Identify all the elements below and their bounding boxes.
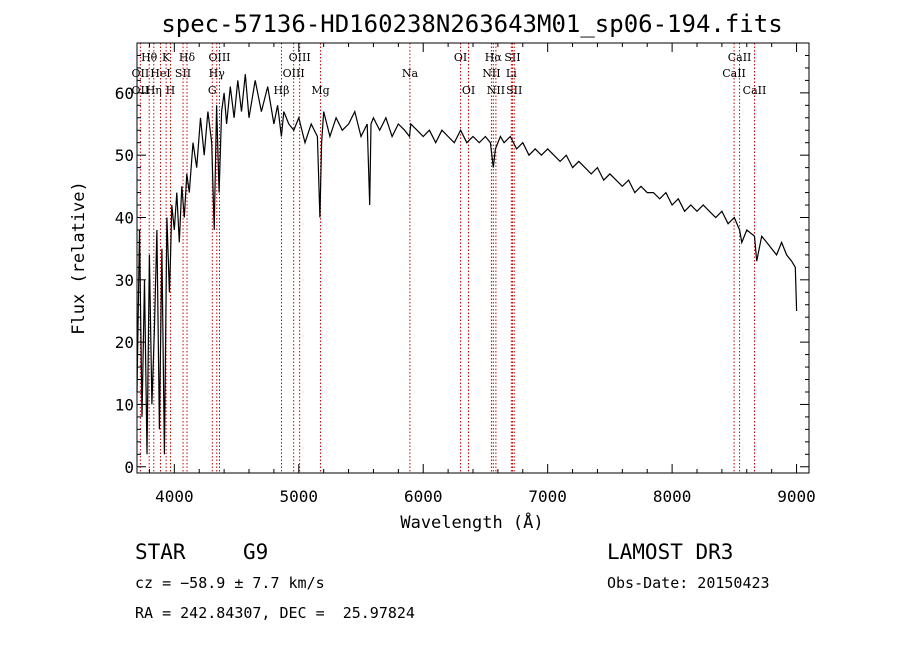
obs-date: Obs-Date: 20150423 [607,574,770,592]
line-label-0: Hθ [141,51,158,64]
y-tick-label: 50 [115,146,134,165]
line-label-24: SII [506,84,522,97]
line-label-1: K [162,51,171,64]
line-label-2: Hδ [179,51,196,64]
survey-name: LAMOST DR3 [607,540,734,564]
line-label-21: NII [482,67,500,80]
line-label-11: G [208,84,217,97]
y-axis-label: Flux (relative) [69,181,89,335]
x-tick-label: 6000 [404,487,443,506]
spectrum-line [136,74,798,455]
line-label-18: OI [462,84,475,97]
y-tick-label: 20 [115,333,134,352]
y-tick-label: 30 [115,271,134,290]
axis-ticks: 4000 5000 6000 7000 8000 9000 0 10 20 30 40 50 60 [115,43,816,506]
subclass: G9 [243,540,269,564]
line-label-27: CaII [743,84,767,97]
line-label-9: OIII [208,51,230,64]
plot-frame [136,42,810,474]
x-tick-label: 5000 [280,487,319,506]
x-tick-label: 8000 [653,487,692,506]
line-label-26: CaII [722,67,746,80]
y-tick-label: 40 [115,208,134,227]
x-axis-label: Wavelength (Å) [400,511,543,533]
line-label-15: Mg [311,84,329,97]
y-tick-label: 10 [115,395,134,414]
line-label-17: OI [454,51,467,64]
line-label-20: SII [504,51,520,64]
line-label-22: Li [506,67,517,80]
y-tick-label: 0 [124,458,134,477]
line-label-12: OIII [289,51,311,64]
line-label-3: OII [132,67,150,80]
x-tick-label: 7000 [528,487,567,506]
x-tick-label: 9000 [777,487,816,506]
line-label-8: H [166,84,176,97]
line-label-7: Hη [146,84,162,97]
object-type: STAR [135,540,186,564]
line-label-23: NII [487,84,505,97]
line-label-19: Hα [485,51,503,64]
x-tick-label: 4000 [155,487,194,506]
y-tick-label: 60 [115,84,134,103]
line-label-16: Na [402,67,419,80]
redshift: cz = −58.9 ± 7.7 km/s [135,574,325,592]
line-label-6: OII [132,84,150,97]
coordinates: RA = 242.84307, DEC = 25.97824 [135,604,415,622]
line-label-5: SII [175,67,191,80]
line-label-25: CaII [728,51,752,64]
line-label-13: OIII [283,67,305,80]
line-label-10: Hγ [209,67,226,80]
line-label-14: Hβ [274,84,290,97]
chart-title: spec-57136-HD160238N263643M01_sp06-194.f… [161,10,782,38]
line-label-4: HeI [150,67,170,80]
